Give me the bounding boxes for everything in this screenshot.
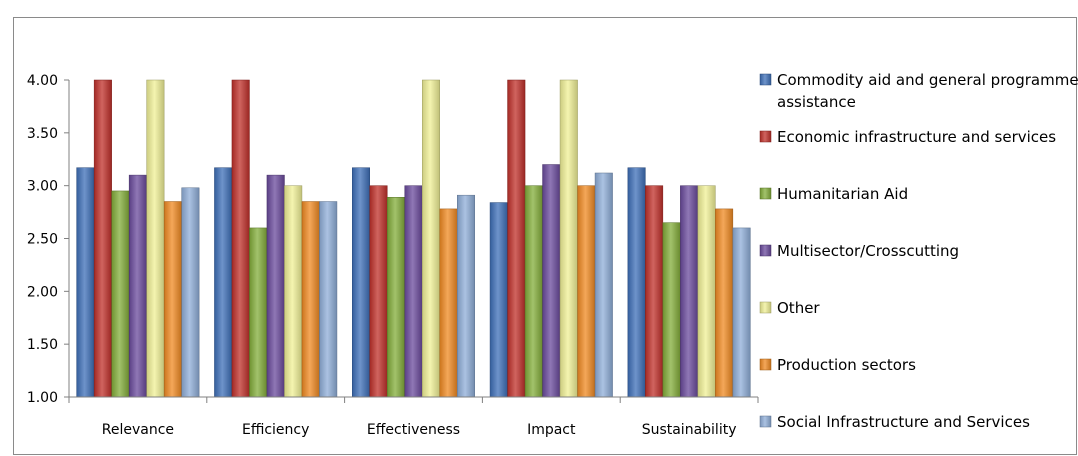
bar-sustainability-series-3 <box>662 222 681 398</box>
legend: Commodity aid and general programme assis… <box>759 71 1078 431</box>
legend-swatch <box>759 358 772 371</box>
bar-efficiency-series-1 <box>214 167 233 398</box>
bar-effectiveness-series-1 <box>352 167 370 398</box>
bars-group <box>76 79 751 398</box>
bar-impact-series-4 <box>542 164 561 398</box>
y-tick-label: 2.00 <box>27 284 58 300</box>
x-tick-labels: Relevance Efficiency Effectiveness Impact Su… <box>102 422 737 438</box>
x-tick-label: Sustainability <box>642 422 737 438</box>
bar-impact-series-3 <box>524 185 543 398</box>
legend-label: Production sectors <box>777 356 916 374</box>
legend-swatch <box>759 130 772 143</box>
bar-sustainability-series-4 <box>680 185 699 398</box>
bar-efficiency-series-4 <box>266 174 285 398</box>
bar-impact-series-1 <box>489 202 508 398</box>
legend-label: Commodity aid and general programme <box>777 71 1078 89</box>
bar-relevance-series-3 <box>111 190 130 398</box>
x-tick-label: Effectiveness <box>367 422 460 438</box>
bar-sustainability-series-2 <box>645 185 664 398</box>
legend-swatch <box>759 244 772 257</box>
y-tick-label: 2.50 <box>27 232 58 248</box>
bar-efficiency-series-2 <box>231 79 250 398</box>
legend-label: assistance <box>777 93 856 111</box>
bar-sustainability-series-5 <box>697 185 716 398</box>
bar-impact-series-7 <box>594 172 613 398</box>
bar-effectiveness-series-3 <box>387 197 405 398</box>
x-tick-label: Impact <box>527 422 576 438</box>
bar-effectiveness-series-2 <box>369 185 388 398</box>
legend-label: Humanitarian Aid <box>777 185 908 203</box>
legend-label: Economic infrastructure and services <box>777 128 1056 146</box>
y-tick-labels: 1.00 1.50 2.00 2.50 3.00 3.50 4.00 <box>27 73 58 406</box>
bar-relevance-series-5 <box>146 79 165 398</box>
y-tick-label: 4.00 <box>27 73 58 89</box>
legend-swatch <box>759 73 772 86</box>
legend-swatch <box>759 415 772 428</box>
axes-group <box>64 79 759 403</box>
bar-efficiency-series-5 <box>284 185 303 398</box>
bar-relevance-series-7 <box>181 187 200 398</box>
bar-relevance-series-2 <box>93 79 112 398</box>
legend-label: Social Infrastructure and Services <box>777 413 1030 431</box>
bar-impact-series-2 <box>507 79 526 398</box>
y-tick-label: 1.00 <box>27 390 58 406</box>
bar-impact-series-6 <box>577 185 596 398</box>
y-tick-label: 3.50 <box>27 126 58 142</box>
bar-relevance-series-6 <box>163 201 182 398</box>
legend-label: Multisector/Crosscutting <box>777 242 959 260</box>
y-tick-label: 1.50 <box>27 337 58 353</box>
legend-swatch <box>759 187 772 200</box>
bar-sustainability-series-7 <box>732 227 751 398</box>
bar-effectiveness-series-4 <box>404 185 423 398</box>
bar-effectiveness-series-7 <box>457 194 475 398</box>
x-tick-label: Efficiency <box>242 422 309 438</box>
bar-efficiency-series-7 <box>319 201 338 398</box>
bar-impact-series-5 <box>559 79 578 398</box>
bar-effectiveness-series-6 <box>439 208 458 398</box>
legend-label: Other <box>777 299 820 317</box>
bar-efficiency-series-3 <box>249 227 268 398</box>
bar-sustainability-series-6 <box>715 208 734 398</box>
legend-swatch <box>759 301 772 314</box>
bar-efficiency-series-6 <box>301 201 320 398</box>
bar-effectiveness-series-5 <box>422 79 440 398</box>
bar-relevance-series-1 <box>76 167 95 398</box>
bar-sustainability-series-1 <box>627 167 646 398</box>
y-tick-label: 3.00 <box>27 179 58 195</box>
x-tick-label: Relevance <box>102 422 174 438</box>
bar-relevance-series-4 <box>128 174 147 398</box>
